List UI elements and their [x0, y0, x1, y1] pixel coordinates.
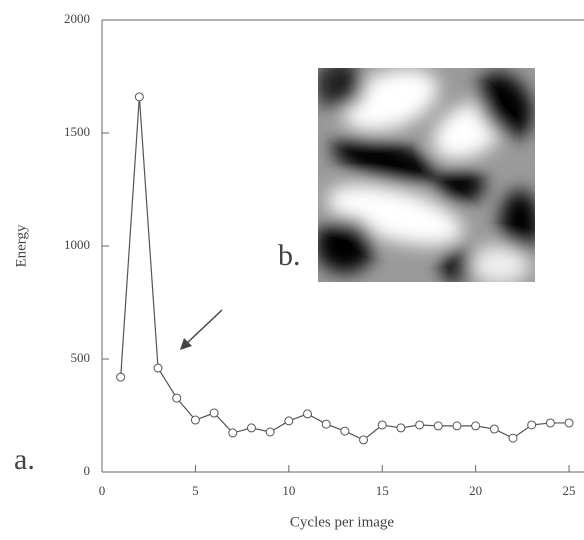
point — [509, 434, 517, 442]
x-tick-label: 25 — [563, 483, 576, 498]
point — [360, 436, 368, 444]
page: {"chart_data": {"type": "line", "x_label… — [0, 0, 584, 540]
point — [247, 424, 255, 432]
x-axis-label: Cycles per image — [290, 514, 394, 530]
point — [135, 93, 143, 101]
point — [546, 419, 554, 427]
inset-image — [315, 57, 544, 285]
point — [416, 421, 424, 429]
point — [304, 410, 312, 418]
point — [285, 417, 293, 425]
point — [434, 422, 442, 430]
point — [490, 425, 498, 433]
point — [229, 429, 237, 437]
point — [117, 373, 125, 381]
y-axis-label: Energy — [13, 224, 29, 268]
y-tick-label: 0 — [84, 463, 91, 478]
point — [378, 421, 386, 429]
point — [173, 394, 181, 402]
point — [210, 409, 218, 417]
point — [266, 428, 274, 436]
x-tick-label: 0 — [99, 483, 106, 498]
point — [453, 422, 461, 430]
y-tick-label: 1000 — [64, 237, 90, 252]
point — [341, 427, 349, 435]
point — [154, 364, 162, 372]
chart: b. a. Cycles per image Energy 0 500 1000 15… — [0, 0, 584, 540]
y-tick-label: 1500 — [64, 124, 90, 139]
annotation: b. — [278, 239, 301, 272]
x-tick-label: 10 — [282, 483, 295, 498]
x-tick-label: 15 — [376, 483, 389, 498]
x-tick-label: 20 — [469, 483, 482, 498]
y-tick-label: 2000 — [64, 11, 90, 26]
point — [472, 422, 480, 430]
point — [322, 420, 330, 428]
arrow — [186, 310, 222, 344]
point — [528, 421, 536, 429]
y-tick-label: 500 — [71, 350, 91, 365]
point — [191, 416, 199, 424]
x-tick-label: 5 — [192, 483, 199, 498]
annotation: a. — [14, 443, 35, 476]
point — [397, 424, 405, 432]
point — [565, 419, 573, 427]
